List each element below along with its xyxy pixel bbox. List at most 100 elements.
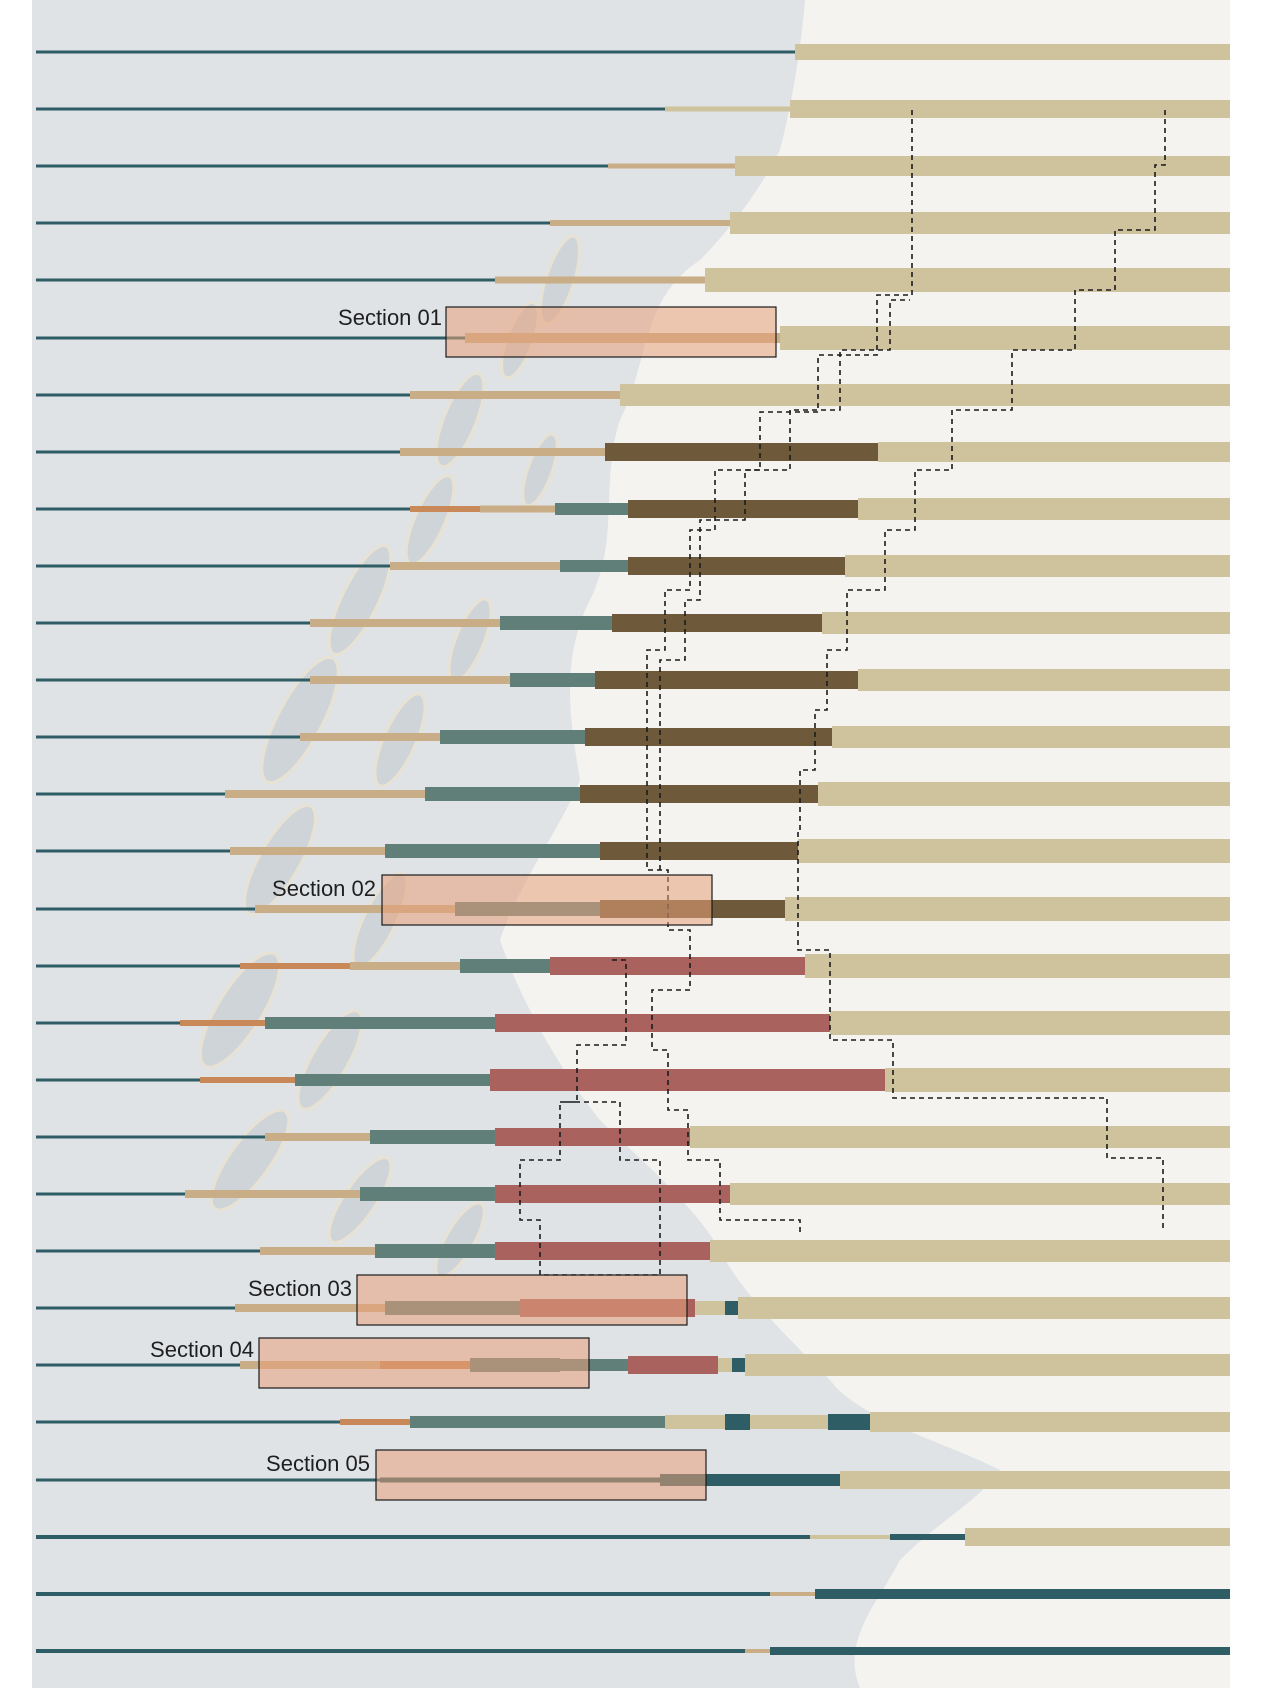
strip-segment-water-line [725,1301,738,1315]
strip-segment-tan [260,1247,375,1255]
strip-segment-sand [738,1297,1230,1319]
strip-segment-teal [370,1130,495,1144]
strip-segment-teal [360,1187,495,1201]
strip-segment-teal [410,1416,665,1428]
strip-segment-tan [255,905,455,913]
strip-segment-sand [832,726,1230,748]
strip-segment-tan [235,1304,385,1312]
strip-segment-sand [822,612,1230,634]
strip-segment-sand [745,1354,1230,1376]
right-margin [1230,0,1262,1688]
strip-segment-water-line [36,1249,260,1253]
strip-segment-brown [628,557,845,575]
boundary-line-west [646,110,913,1235]
strip-segment-water-line [36,1135,265,1139]
strip-segment-sand [805,954,1230,978]
boundary-line-east [797,110,1166,1230]
section-label-02: Section 02 [272,876,376,901]
zone-boundaries [519,110,1166,1276]
strip-segment-sand [840,1471,1230,1489]
section-box-03[interactable] [356,1274,688,1326]
strip-segment-sand [818,782,1230,806]
strip-segment-water-line [36,1192,185,1196]
strip-segment-sand [695,1301,725,1315]
strip-segment-water-line [36,849,230,853]
strip-segment-sand [750,1415,828,1429]
strip-segment-sand [718,1358,732,1372]
strip-segment-water-line [36,393,410,397]
strip-segment-water-line [36,1363,240,1367]
strip-segment-sand [830,1011,1230,1035]
strip-segment-water-line [36,50,795,54]
strip-segment-sand [858,498,1230,520]
strip-segment-water-line [36,1535,810,1539]
section-box-02[interactable] [381,874,713,926]
wetland-lobe [327,543,393,657]
strip-segment-water-line [36,1649,745,1653]
strip-segment-teal [385,844,600,858]
strip-segment-red [628,1356,718,1374]
section-box-04[interactable] [258,1337,590,1389]
strip-segment-tan [410,391,620,399]
strip-segment-teal [500,616,612,630]
strip-segment-tan [745,1649,770,1653]
strip-segment-tan [550,220,730,226]
strip-segment-teal [425,787,580,801]
section-strips [36,44,1230,1655]
strip-segment-red [495,1242,710,1260]
strip-segment-teal [295,1074,490,1086]
strip-segment-orange [240,963,350,969]
strip-segment-sand [858,669,1230,691]
strip-segment-water-line [36,1306,235,1310]
strip-segment-sand [810,1535,890,1539]
strip-segment-red [495,1128,690,1146]
strip-segment-sand [790,100,1230,118]
strip-segment-sand [795,44,1230,60]
strip-segment-water-line [36,1078,200,1082]
strip-segment-water-line [36,964,240,968]
strip-segment-sand [798,839,1230,863]
strip-segment-water-line [36,278,495,282]
strip-segment-water-line [890,1534,965,1540]
strip-segment-tan [300,733,440,741]
strip-segment-sand [785,897,1230,921]
strip-segment-water-line [36,678,310,682]
section-box-01[interactable] [445,306,777,358]
strip-segment-sand [878,442,1230,462]
strip-segment-tan [350,962,460,970]
strip-segment-orange [180,1020,265,1026]
section-label-01: Section 01 [338,305,442,330]
section-markers: Section 01 Section 02 Section 03 Section… [150,305,777,1501]
strip-segment-water-line [36,507,410,511]
wetland-lobe [260,655,340,785]
strip-segment-teal [460,959,550,973]
strip-segment-tan [480,505,555,513]
strip-segment-water-line [36,336,465,340]
strip-segment-sand [730,1183,1230,1205]
strip-segment-water-line [828,1414,870,1430]
strip-segment-tan [230,847,385,855]
section-label-03: Section 03 [248,1276,352,1301]
strip-segment-water-line [36,1021,180,1025]
strip-segment-brown [595,671,858,689]
strip-segment-water-line [770,1647,1230,1655]
strip-segment-orange [200,1077,295,1083]
strip-segment-tan [390,562,560,570]
strip-segment-sand [965,1528,1230,1546]
strip-segment-sand [735,156,1230,176]
left-margin [0,0,32,1688]
strip-segment-water-line [36,1420,340,1424]
strip-segment-water-line [36,564,390,568]
strip-segment-water-line [725,1414,750,1430]
strip-segment-teal [265,1017,495,1029]
strip-segment-sand [710,1240,1230,1262]
strip-segment-teal [555,503,628,515]
boundary-line-center [659,299,910,870]
strip-segment-brown [585,728,832,746]
section-box-05[interactable] [375,1449,707,1501]
strip-segment-tan [310,619,500,627]
strip-segment-brown [600,842,798,860]
strip-segment-water-line [36,907,255,911]
strip-segment-brown [612,614,822,632]
